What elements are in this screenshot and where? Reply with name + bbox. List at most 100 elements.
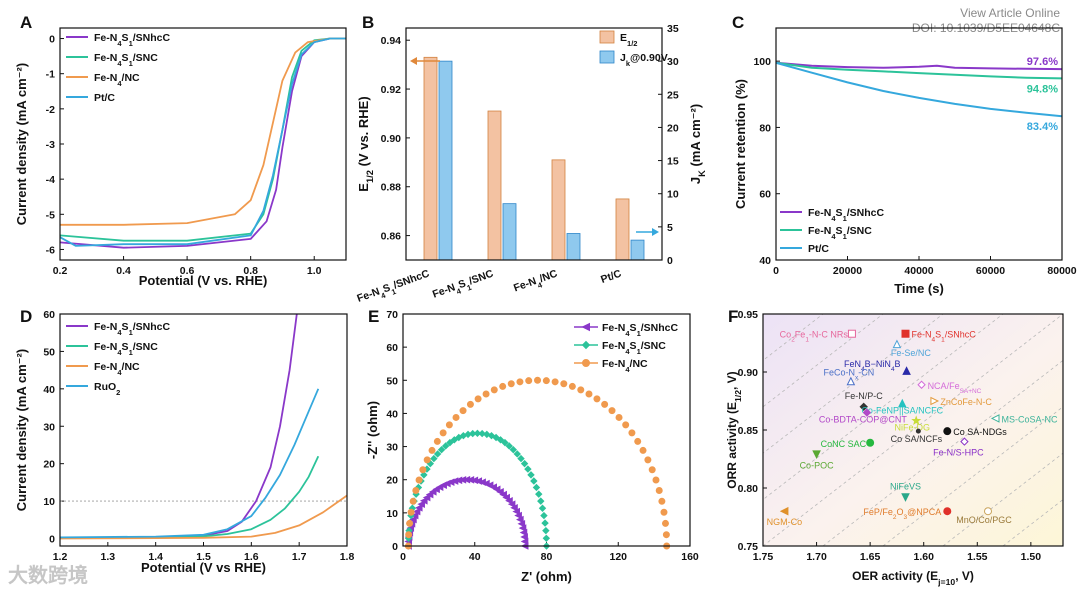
legend-label: Fe-N4S1/SNhcC [94,321,171,337]
panel-letter: D [20,307,32,326]
y-tick-label: 0.80 [738,483,759,495]
series-line [60,37,346,247]
marker [581,340,591,350]
marker [501,438,509,447]
marker [915,428,921,434]
x-tick-label: 0 [773,265,779,277]
marker [433,450,442,458]
marker [428,446,436,454]
x-tick-label: 0 [400,551,406,563]
marker [644,456,652,464]
y-tick-label: 0.95 [738,309,759,321]
x-tick-label: 1.55 [967,551,988,563]
marker [409,497,417,505]
marker [433,437,441,445]
x-tick-label: 20000 [833,265,862,277]
y-tick-label: 0 [392,541,398,553]
point-label: Fe-Se/NC [891,348,932,358]
y-tick-label: 20 [667,122,679,134]
marker [422,493,431,502]
x-tick-label: 40 [469,551,481,563]
marker [450,436,459,444]
marker [519,528,528,537]
marker [499,490,507,499]
marker [540,511,548,520]
marker [779,506,789,516]
marker [615,413,623,421]
marker [409,515,417,524]
panel-F: 1.75 1.70 1.65 1.60 1.55 1.50 0.75 0.80 0.85 0.90… [725,307,1063,587]
marker [509,446,518,454]
marker [639,446,647,454]
y-tick-label: 0 [49,534,55,546]
marker [499,382,507,390]
legend-label: Pt/C [94,92,115,104]
marker [473,429,482,438]
y-tick-label: 100 [753,56,771,68]
y-tick-label: -4 [46,174,55,186]
x-tick-label: 1.70 [806,551,827,563]
panel-A: 0.2 0.4 0.6 0.8 1.0 0 -1 -2 -3 -4 -5 -6 Fe-N4S1/SNhc… [14,13,346,288]
marker [537,497,545,505]
marker [490,386,498,394]
marker [459,407,467,415]
end-label: 83.4% [1027,121,1058,133]
marker [514,511,522,520]
x-tick-label: 1.60 [913,551,934,563]
marker [542,534,551,543]
legend-label: RuO2 [94,381,120,397]
view-article-link[interactable]: View Article Online [960,6,1060,20]
panel-D-axes [59,313,348,547]
x-tick-label: 0.4 [116,265,131,277]
marker [593,395,601,403]
marker [911,415,922,425]
y-tick-label: 5 [667,222,673,234]
x-axis-label: Z' (ohm) [521,569,572,584]
marker [425,490,434,499]
left-axis-arrowhead [410,57,417,65]
x-tick-label: 1.8 [340,551,355,563]
marker [496,436,505,444]
legend-label: Fe-N4/NC [602,358,648,374]
x-tick-label: 60000 [976,265,1005,277]
x-axis-label: Potential (V vs RHE) [141,560,266,575]
marker [414,503,423,512]
legend-swatch [599,50,615,64]
y-axis-label: -Z'' (ohm) [365,401,380,459]
marker [452,413,460,421]
y-tick-label: 30 [386,442,398,454]
marker [492,433,500,442]
marker [419,466,427,474]
marker [532,483,541,492]
series-line [60,388,320,539]
marker [622,421,630,429]
x-tick-label: 160 [681,551,699,563]
marker [930,396,940,406]
marker [406,519,414,527]
guide-line [1062,545,1063,546]
marker [984,507,992,516]
y-tick-label: -3 [46,139,55,151]
marker [901,329,910,338]
marker [437,446,446,454]
marker [520,533,528,541]
y-tick-label: 0.90 [738,367,759,379]
x-tick-label: 1.4 [148,551,163,563]
marker [520,459,529,468]
end-label: 97.6% [1027,56,1058,68]
panel-E-axes [402,313,691,547]
x-tick-label: 1.6 [244,551,259,563]
point-label: CoNC SAC [821,439,867,449]
marker [634,437,642,445]
marker [534,376,542,384]
marker [859,402,868,412]
bar-e-half [551,159,566,261]
marker [517,519,526,528]
marker [943,427,952,436]
y-tick-label: 70 [386,309,398,321]
point-label: NCA/FeSA+NC [928,381,982,395]
x-axis-label: Potential (V vs. RHE) [139,273,268,288]
x-tick-label: 1.3 [101,551,116,563]
marker [420,471,428,479]
marker [943,507,952,516]
